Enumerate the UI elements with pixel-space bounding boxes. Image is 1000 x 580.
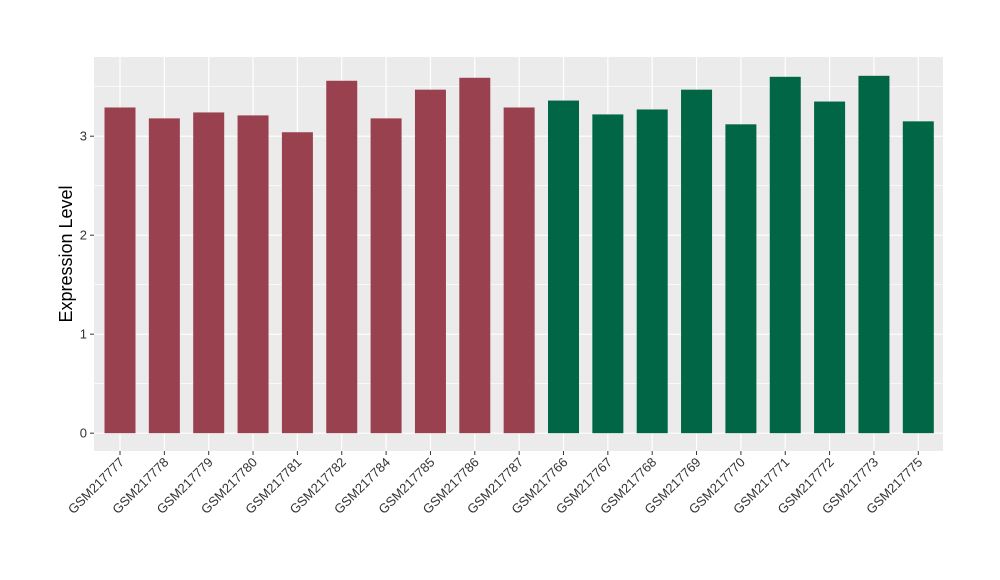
bar-GSM217770 bbox=[725, 124, 757, 434]
bars bbox=[104, 75, 934, 434]
bar-GSM217780 bbox=[237, 115, 269, 434]
bar-GSM217781 bbox=[281, 132, 313, 434]
y-tick-label: 2 bbox=[80, 228, 87, 243]
bar-GSM217766 bbox=[548, 100, 579, 434]
x-axis-ticks: GSM217777GSM217778GSM217779GSM217780GSM2… bbox=[65, 451, 925, 517]
y-axis-title: Expression Level bbox=[56, 185, 76, 322]
bar-GSM217771 bbox=[769, 76, 801, 434]
bar-GSM217778 bbox=[148, 118, 180, 434]
bar-GSM217785 bbox=[414, 89, 446, 434]
y-tick-label: 0 bbox=[80, 426, 87, 441]
bar-GSM217779 bbox=[193, 112, 225, 434]
bar-GSM217784 bbox=[370, 118, 402, 434]
bar-GSM217777 bbox=[104, 107, 136, 434]
bar-GSM217767 bbox=[592, 114, 624, 434]
bar-GSM217768 bbox=[636, 109, 668, 434]
bar-GSM217773 bbox=[858, 75, 890, 434]
bar-GSM217786 bbox=[459, 77, 491, 434]
bar-GSM217769 bbox=[681, 89, 713, 434]
bar-GSM217775 bbox=[902, 121, 934, 434]
y-axis-ticks: 0 1 2 3 bbox=[80, 129, 94, 441]
y-tick-label: 1 bbox=[80, 327, 87, 342]
bar-GSM217772 bbox=[814, 101, 846, 434]
bar-GSM217787 bbox=[503, 107, 535, 434]
y-tick-label: 3 bbox=[80, 129, 87, 144]
bar-GSM217782 bbox=[326, 80, 358, 434]
